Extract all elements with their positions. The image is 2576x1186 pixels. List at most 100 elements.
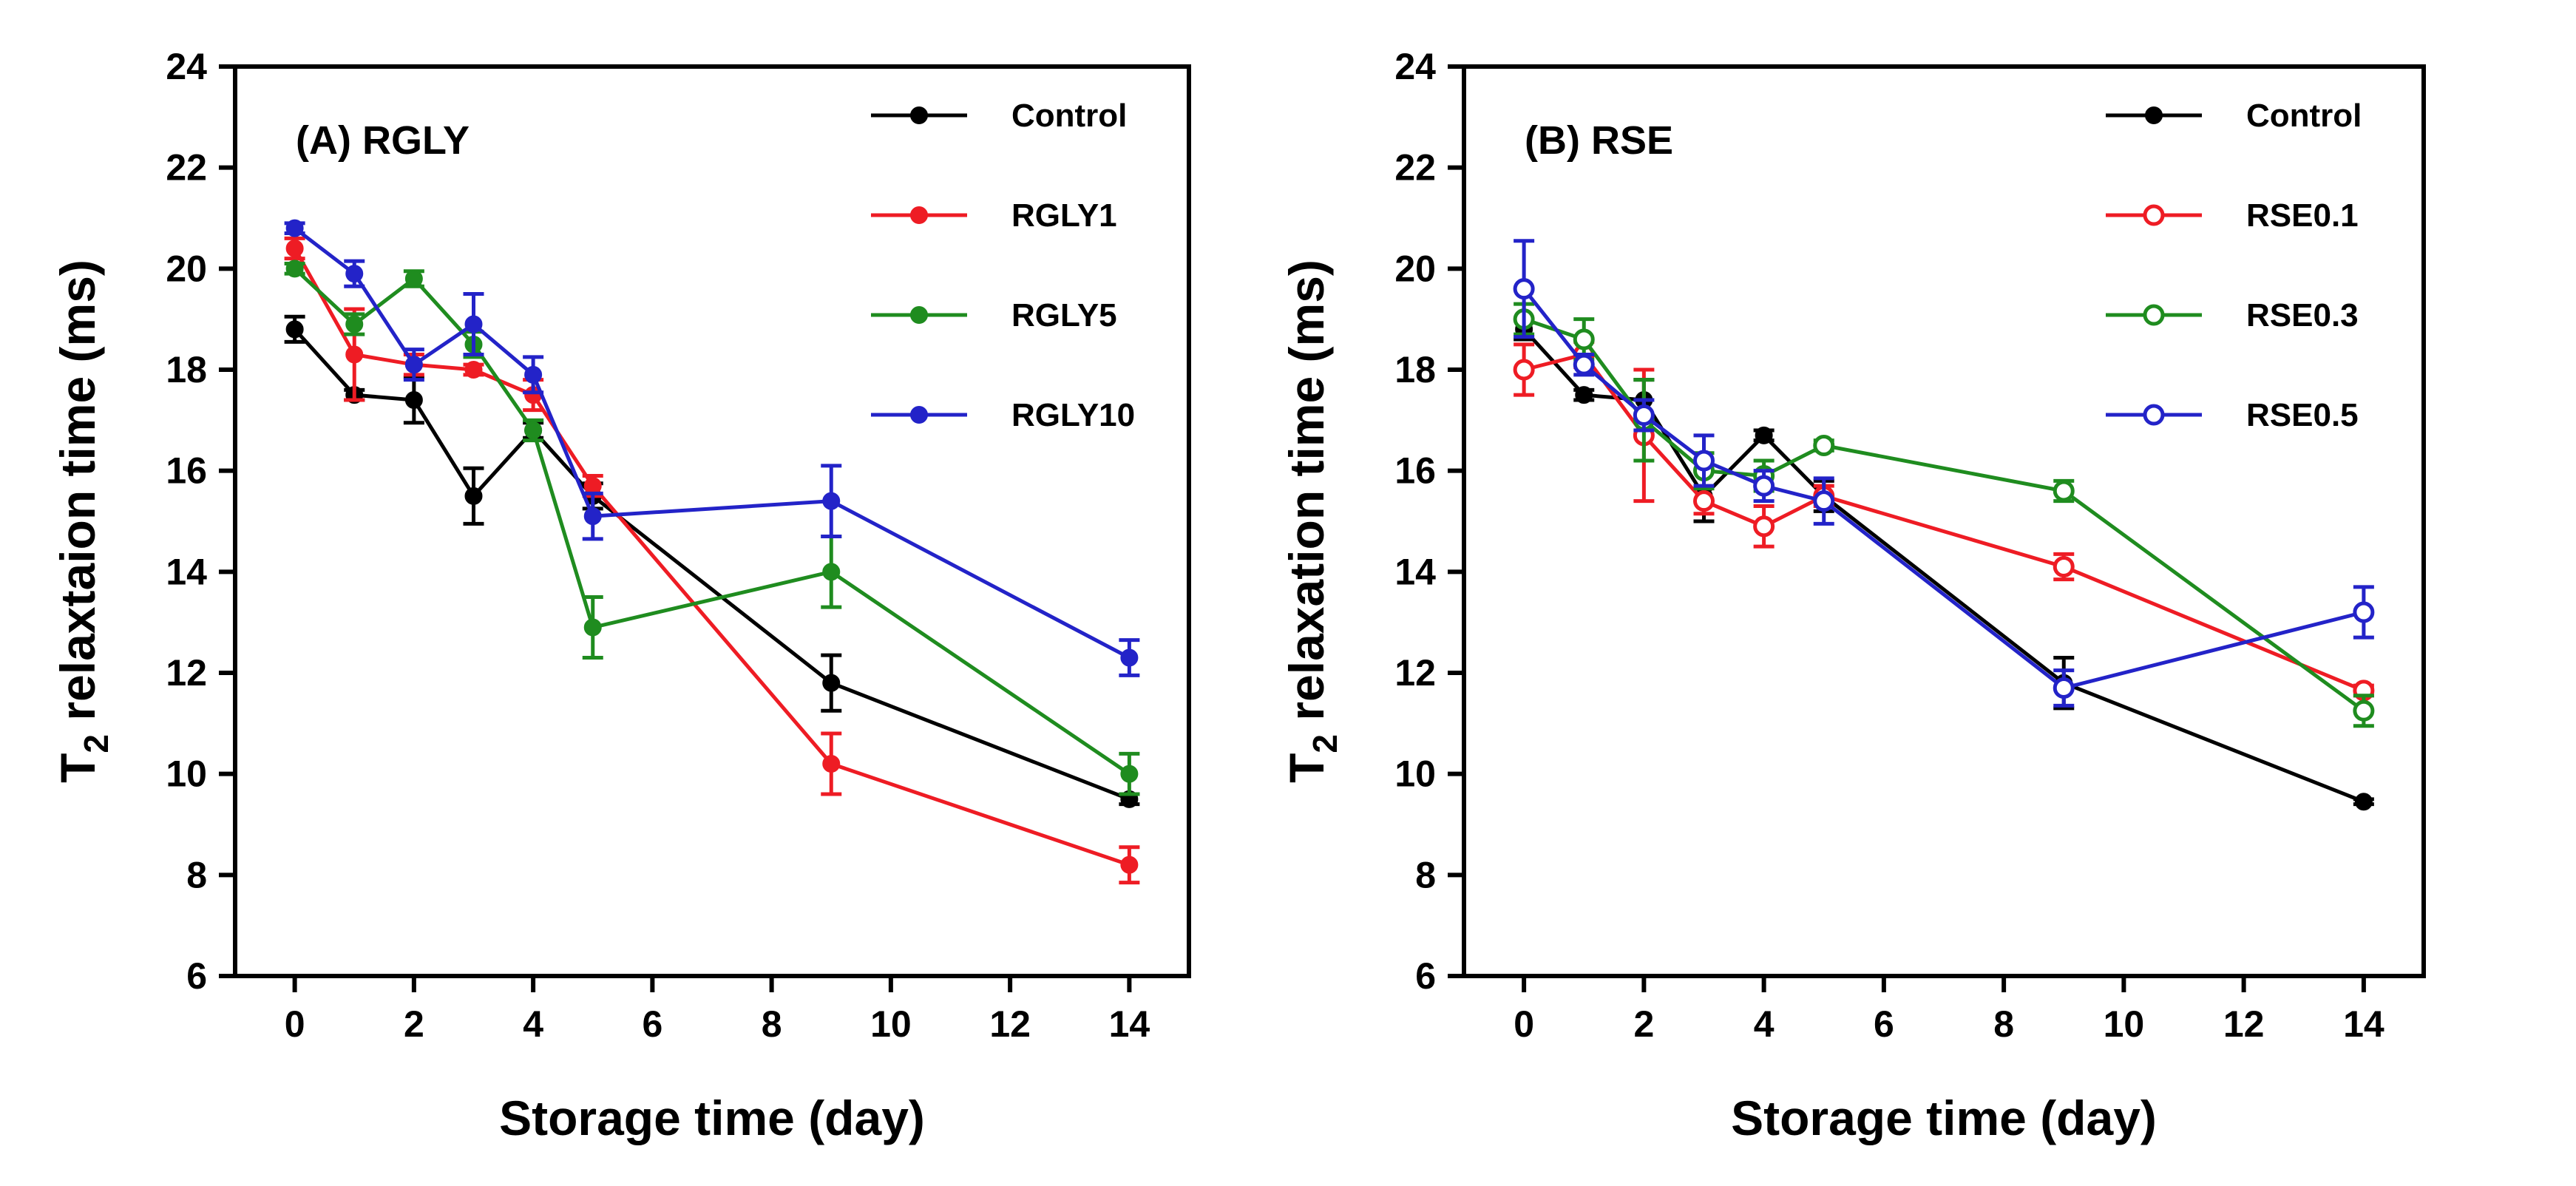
legend-label: RGLY10 <box>1011 397 1135 433</box>
data-point <box>345 265 364 283</box>
y-axis-label: T2 relaxation time (ms) <box>1279 260 1344 783</box>
x-tick-label: 6 <box>1874 1003 1894 1045</box>
y-axis-label: T2 relaxtaion time (ms) <box>50 260 115 783</box>
legend-marker <box>2143 304 2165 326</box>
data-point <box>285 320 304 339</box>
series-rgly5 <box>284 260 1140 796</box>
legend-marker <box>910 406 928 424</box>
x-axis-label: Storage time (day) <box>1731 1091 2157 1145</box>
plot-frame <box>233 64 1191 978</box>
y-axis-label-main: T <box>50 753 105 783</box>
legend-label: RGLY5 <box>1011 297 1117 333</box>
data-point <box>2053 677 2075 699</box>
data-point <box>1513 278 1535 300</box>
y-tick-label: 18 <box>1394 349 1436 390</box>
series-line <box>293 247 1131 867</box>
y-tick-label: 6 <box>186 955 207 997</box>
legend-entry: RGLY1 <box>871 197 1117 234</box>
y-tick-label: 10 <box>166 753 207 795</box>
x-tick-label: 2 <box>404 1003 424 1045</box>
legend-label: Control <box>1011 98 1127 134</box>
y-tick-label: 22 <box>166 147 207 189</box>
legend-marker <box>910 106 928 124</box>
data-point <box>1633 404 1655 426</box>
data-point <box>1573 353 1595 376</box>
data-point <box>345 315 364 333</box>
series-line <box>293 328 1131 802</box>
x-tick-label: 14 <box>1109 1003 1150 1045</box>
y-tick-label: 6 <box>1415 955 1436 997</box>
legend-marker <box>910 206 928 224</box>
data-point <box>404 270 423 288</box>
series-line <box>1523 317 2365 713</box>
legend-marker <box>2143 404 2165 426</box>
data-point <box>822 674 841 692</box>
data-point <box>1693 490 1715 512</box>
data-point <box>822 492 841 510</box>
data-point <box>2353 601 2375 623</box>
y-tick-label: 12 <box>1394 652 1436 694</box>
legend-entry: RGLY10 <box>871 397 1135 433</box>
data-point <box>285 240 304 257</box>
y-tick-label: 18 <box>166 349 207 390</box>
legend-marker <box>2143 204 2165 226</box>
data-point <box>1575 386 1593 404</box>
y-axis-label-rest: relaxation time (ms) <box>1279 260 1334 734</box>
series-control <box>284 314 1140 808</box>
legend-entry: RSE0.5 <box>2106 397 2359 433</box>
data-point <box>2053 480 2075 502</box>
series-rgly10 <box>284 219 1140 677</box>
legend-marker <box>910 306 928 324</box>
series-rse0-5 <box>1513 239 2375 708</box>
y-tick-label: 14 <box>1394 551 1436 592</box>
data-point <box>464 315 483 333</box>
y-tick-label: 24 <box>1394 46 1436 87</box>
legend-entry: Control <box>871 98 1127 134</box>
data-point <box>345 345 364 364</box>
data-point <box>404 356 423 374</box>
y-tick-label: 16 <box>166 450 207 492</box>
legend-entry: Control <box>2106 98 2362 134</box>
panel-title: (A) RGLY <box>296 118 470 163</box>
data-point <box>285 219 304 237</box>
panel-title: (B) RSE <box>1525 118 1673 163</box>
series-line <box>1522 288 2365 691</box>
y-tick-label: 20 <box>1394 248 1436 289</box>
x-tick-label: 2 <box>1633 1003 1654 1045</box>
y-axis-label-subscript: 2 <box>1306 734 1344 753</box>
series-line <box>1522 328 2365 804</box>
data-point <box>524 365 543 384</box>
y-tick-label: 10 <box>1394 753 1436 795</box>
data-point <box>1753 475 1775 497</box>
data-point <box>285 260 304 278</box>
legend-label: RSE0.3 <box>2246 297 2359 333</box>
data-point <box>822 755 841 773</box>
plot-frame <box>1462 64 2426 978</box>
data-point <box>2354 793 2373 811</box>
data-point <box>583 618 602 637</box>
data-point <box>1755 426 1773 444</box>
legend-label: Control <box>2246 98 2362 134</box>
x-tick-label: 0 <box>285 1003 305 1045</box>
y-axis-label-main: T <box>1279 753 1334 783</box>
y-tick-label: 8 <box>186 854 207 895</box>
legend-entry: RGLY5 <box>871 297 1117 333</box>
x-tick-label: 4 <box>523 1003 543 1045</box>
legend-entry: RSE0.3 <box>2106 297 2359 333</box>
x-tick-label: 10 <box>2104 1003 2145 1045</box>
data-point <box>1120 765 1139 783</box>
y-tick-label: 16 <box>1394 450 1436 492</box>
x-tick-label: 0 <box>1514 1003 1534 1045</box>
series-line <box>294 226 1131 660</box>
data-point <box>583 507 602 526</box>
data-point <box>583 477 602 495</box>
data-point <box>2053 556 2075 577</box>
data-point <box>1120 648 1139 667</box>
series-line <box>293 267 1131 776</box>
data-point <box>464 361 483 379</box>
x-axis-label: Storage time (day) <box>499 1091 925 1145</box>
x-tick-label: 8 <box>1993 1003 2014 1045</box>
x-tick-label: 6 <box>642 1003 662 1045</box>
